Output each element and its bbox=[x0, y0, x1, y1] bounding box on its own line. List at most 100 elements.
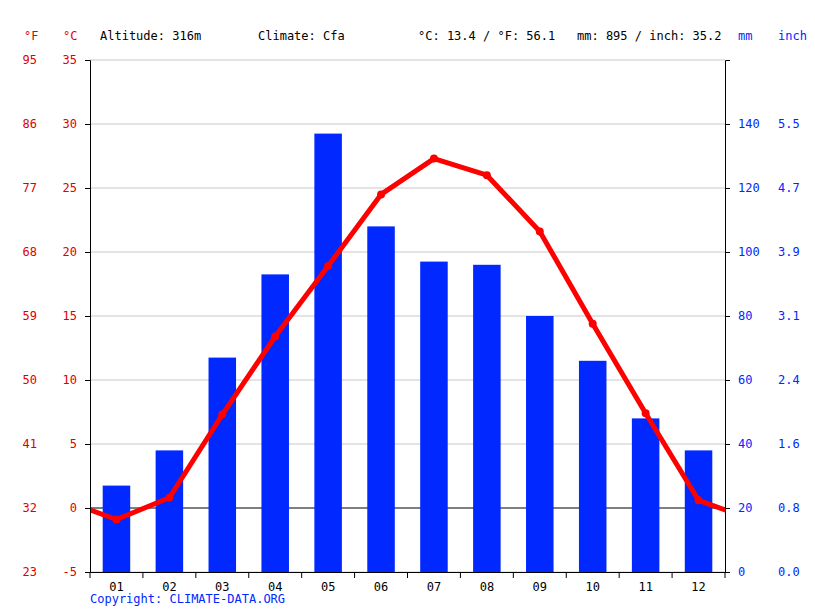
line-wrap bbox=[699, 500, 725, 519]
axis-unit-label: °F bbox=[24, 29, 38, 43]
tick: 06 bbox=[374, 580, 388, 594]
tick: 80 bbox=[725, 309, 752, 323]
header: Altitude: 316mClimate: Cfa°C: 13.4 / °F:… bbox=[24, 29, 807, 43]
annotation: °C: 13.4 / °F: 56.1 bbox=[418, 29, 555, 43]
tick: 120 bbox=[725, 181, 760, 195]
x-boundary-tick bbox=[195, 572, 196, 578]
tick-mark bbox=[85, 124, 90, 125]
tick-label: 12 bbox=[691, 580, 705, 594]
tick-label: 2.4 bbox=[778, 373, 800, 387]
tick-mark bbox=[85, 572, 90, 573]
x-boundary-tick bbox=[301, 572, 302, 578]
tick-mark bbox=[725, 124, 730, 125]
tick: 15 bbox=[63, 309, 90, 323]
tick-label: -5 bbox=[63, 565, 77, 579]
tick-mark bbox=[85, 188, 90, 189]
marker bbox=[642, 409, 650, 417]
tick-mark bbox=[85, 316, 90, 317]
tick: 12 bbox=[691, 580, 705, 594]
tick-label: 5.5 bbox=[778, 117, 800, 131]
tick-label: 35 bbox=[63, 53, 77, 67]
x-boundary-tick bbox=[142, 572, 143, 578]
tick-label: 4.7 bbox=[778, 181, 800, 195]
axis-unit-label: inch bbox=[778, 29, 807, 43]
marker bbox=[536, 228, 544, 236]
tick-mark bbox=[725, 572, 730, 573]
tick-label: 05 bbox=[321, 580, 335, 594]
bar bbox=[367, 226, 395, 572]
tick-label: 100 bbox=[738, 245, 760, 259]
tick-label: 10 bbox=[63, 373, 77, 387]
bars bbox=[103, 134, 713, 572]
tick-label: 30 bbox=[63, 117, 77, 131]
zero-line bbox=[90, 508, 725, 509]
bar bbox=[579, 361, 607, 572]
tick-label: 09 bbox=[533, 580, 547, 594]
tick-label: 0 bbox=[738, 565, 745, 579]
tick-mark bbox=[725, 444, 730, 445]
y-axis: -505101520253035 bbox=[63, 53, 91, 579]
axis-line bbox=[85, 61, 91, 573]
tick-label: 40 bbox=[738, 437, 752, 451]
tick-label: 140 bbox=[738, 117, 760, 131]
tick-label: 0 bbox=[70, 501, 77, 515]
axis-unit-label: °C bbox=[63, 29, 77, 43]
tick-label: 08 bbox=[480, 580, 494, 594]
axis-line bbox=[726, 61, 731, 573]
tick-mark bbox=[725, 252, 730, 253]
y2-inch-labels: 0.00.81.62.43.13.94.75.5 bbox=[778, 117, 800, 579]
tick-label: 41 bbox=[23, 437, 37, 451]
tick: 10 bbox=[585, 580, 599, 594]
tick: 140 bbox=[725, 117, 760, 131]
line bbox=[116, 159, 698, 520]
annotation: Climate: Cfa bbox=[258, 29, 345, 43]
grid-line bbox=[90, 60, 725, 61]
tick-mark bbox=[725, 188, 730, 189]
grid-line bbox=[90, 124, 725, 125]
line-wrap bbox=[90, 500, 116, 519]
tick: 09 bbox=[533, 580, 547, 594]
bar bbox=[314, 134, 342, 572]
tick: 100 bbox=[725, 245, 760, 259]
tick: 35 bbox=[63, 53, 90, 67]
tick-label: 20 bbox=[738, 501, 752, 515]
marker bbox=[271, 332, 279, 340]
source: Copyright: CLIMATE-DATA.ORG bbox=[90, 592, 285, 606]
tick-mark bbox=[85, 60, 90, 61]
marker bbox=[165, 494, 173, 502]
tick-label: 120 bbox=[738, 181, 760, 195]
grid-line bbox=[90, 252, 725, 253]
tick-label: 06 bbox=[374, 580, 388, 594]
y-fahrenheit-labels: 233241505968778695 bbox=[23, 53, 37, 579]
tick-mark bbox=[85, 508, 90, 509]
tick-label: 59 bbox=[23, 309, 37, 323]
tick-label: 1.6 bbox=[778, 437, 800, 451]
tick: 10 bbox=[63, 373, 90, 387]
marker bbox=[589, 320, 597, 328]
tick: 60 bbox=[725, 373, 752, 387]
tick: 30 bbox=[63, 117, 90, 131]
tick-label: 0.8 bbox=[778, 501, 800, 515]
tick: 08 bbox=[480, 580, 494, 594]
tick-label: 50 bbox=[23, 373, 37, 387]
tick-label: 11 bbox=[638, 580, 652, 594]
tick-mark bbox=[85, 252, 90, 253]
tick-label: 3.9 bbox=[778, 245, 800, 259]
plot-area bbox=[90, 134, 725, 572]
marker bbox=[483, 171, 491, 179]
bar bbox=[685, 450, 713, 572]
tick-label: 23 bbox=[23, 565, 37, 579]
bar bbox=[632, 418, 660, 572]
tick: 11 bbox=[638, 580, 652, 594]
x-boundary-tick bbox=[460, 572, 461, 578]
tick-mark bbox=[725, 508, 730, 509]
marker bbox=[430, 155, 438, 163]
tick-label: 60 bbox=[738, 373, 752, 387]
bar bbox=[103, 486, 131, 572]
tick-mark bbox=[725, 316, 730, 317]
x-boundary-tick bbox=[90, 572, 91, 578]
bar bbox=[209, 358, 237, 572]
tick-label: 25 bbox=[63, 181, 77, 195]
grid-line bbox=[90, 188, 725, 189]
tick: 5 bbox=[70, 437, 90, 451]
